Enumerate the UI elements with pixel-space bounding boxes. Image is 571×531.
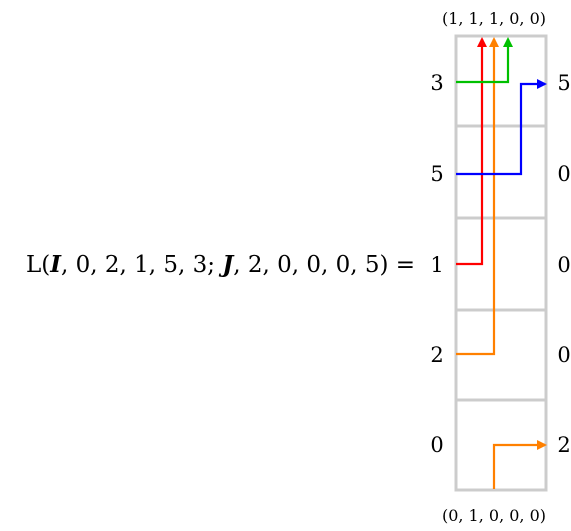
left-label-1: 3 — [430, 71, 443, 95]
left-label-3: 1 — [430, 253, 443, 277]
right-label-3: 0 — [557, 253, 570, 277]
cell-2 — [454, 124, 548, 220]
right-label-4: 0 — [557, 343, 570, 367]
orange-bottom-path-arrow — [492, 440, 547, 489]
left-label-4: 2 — [430, 343, 443, 367]
left-label-2: 5 — [430, 162, 443, 186]
green-path-arrow — [456, 37, 513, 84]
top-tuple: (1, 1, 1, 0, 0) — [442, 9, 546, 28]
equation: L(I, 0, 2, 1, 5, 3; J, 2, 0, 0, 0, 5) = — [26, 251, 415, 278]
right-label-2: 0 — [557, 162, 570, 186]
red-path-arrow — [456, 37, 487, 266]
orange-path-arrow — [456, 37, 499, 356]
bottom-tuple: (0, 1, 0, 0, 0) — [442, 506, 546, 525]
right-label-1: 5 — [557, 71, 570, 95]
blue-path-arrow — [456, 79, 547, 176]
left-label-5: 0 — [430, 433, 443, 457]
right-label-5: 2 — [557, 433, 570, 457]
